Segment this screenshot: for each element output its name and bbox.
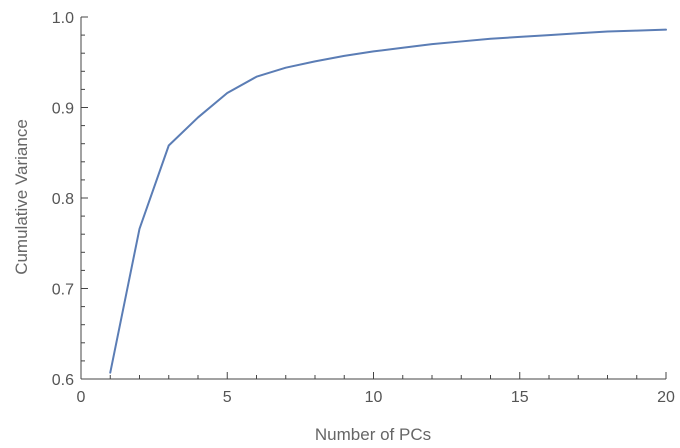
y-axis-label: Cumulative Variance <box>12 119 31 275</box>
data-point <box>372 49 376 53</box>
data-point <box>313 59 317 63</box>
data-point <box>108 371 112 375</box>
data-point <box>138 227 142 231</box>
y-tick-label: 0.7 <box>52 282 74 299</box>
x-tick-label: 10 <box>365 389 383 406</box>
y-tick-label: 0.8 <box>52 191 74 208</box>
data-point <box>489 37 493 41</box>
data-point <box>518 35 522 39</box>
y-tick-label: 1.0 <box>52 10 74 27</box>
data-point <box>167 144 171 148</box>
x-tick-label: 0 <box>77 389 86 406</box>
data-point <box>606 29 610 33</box>
data-point <box>459 39 463 43</box>
data-point <box>284 66 288 70</box>
axes <box>80 17 666 380</box>
data-point <box>196 115 200 119</box>
data-point <box>664 28 668 32</box>
data-point <box>401 46 405 50</box>
x-tick-label: 15 <box>511 389 529 406</box>
x-tick-label: 5 <box>223 389 232 406</box>
data-point <box>635 29 639 33</box>
y-tick-label: 0.6 <box>52 372 74 389</box>
y-tick-label: 0.9 <box>52 101 74 118</box>
data-point <box>430 42 434 46</box>
data-point <box>342 54 346 58</box>
data-point <box>547 33 551 37</box>
ticks: 0 5 10 15 20 0.6 0.7 0.8 0.9 1.0 <box>52 10 675 406</box>
x-axis-label: Number of PCs <box>315 425 431 444</box>
data-point <box>576 31 580 35</box>
series <box>108 28 668 375</box>
x-tick-label: 20 <box>657 389 675 406</box>
data-point <box>255 75 259 79</box>
data-point <box>225 91 229 95</box>
cumulative-variance-line <box>109 28 667 374</box>
